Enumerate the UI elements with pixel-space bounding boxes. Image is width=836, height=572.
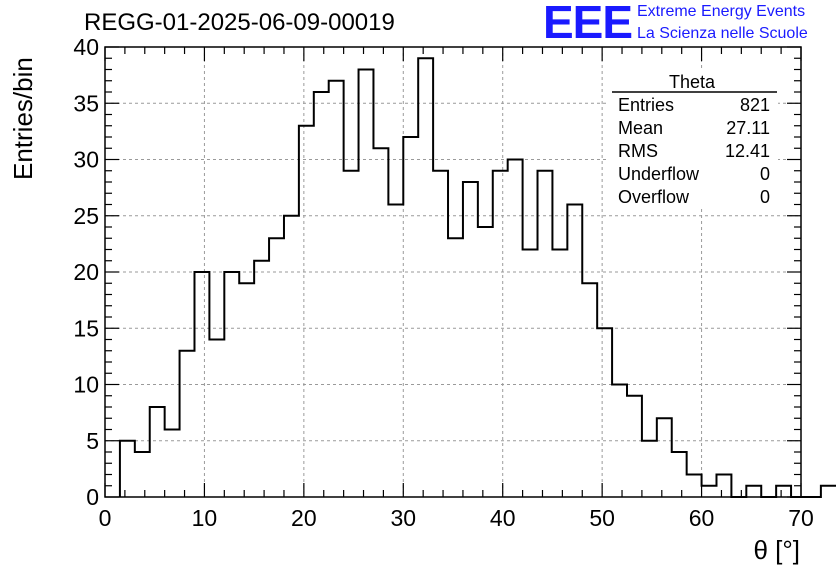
histogram-bin	[612, 385, 627, 498]
stats-value: 27.11	[726, 118, 770, 138]
y-tick-label: 40	[73, 34, 99, 60]
histogram-bin	[344, 171, 359, 497]
stats-value: 0	[760, 164, 770, 184]
histogram-bin	[702, 486, 717, 497]
histogram-bin	[716, 475, 731, 498]
y-tick-label: 10	[73, 372, 99, 398]
y-tick-label: 30	[73, 147, 99, 173]
histogram-bin	[373, 148, 388, 497]
y-tick-label: 20	[73, 259, 99, 285]
x-tick-label: 10	[192, 505, 218, 531]
histogram-bin	[478, 227, 493, 497]
histogram-bin	[120, 441, 135, 497]
histogram-bin	[821, 486, 836, 497]
histogram-bin	[433, 171, 448, 497]
x-tick-label: 50	[589, 505, 615, 531]
histogram-bin	[254, 261, 269, 497]
stats-value: 0	[760, 187, 770, 207]
histogram-bin	[523, 250, 538, 498]
stats-value: 821	[740, 95, 770, 115]
histogram-bin	[194, 272, 209, 497]
stats-label: Overflow	[618, 187, 690, 207]
histogram-bin	[269, 238, 284, 497]
histogram-bin	[388, 205, 403, 498]
histogram-bin	[687, 475, 702, 498]
histogram-bin	[135, 452, 150, 497]
histogram-bin	[209, 340, 224, 498]
histogram-bin	[672, 452, 687, 497]
histogram-bin	[776, 486, 791, 497]
y-tick-label: 25	[73, 203, 99, 229]
histogram-bin	[448, 238, 463, 497]
histogram-bin	[746, 486, 761, 497]
histogram-bin	[567, 205, 582, 498]
y-tick-label: 15	[73, 315, 99, 341]
histogram-bin	[657, 418, 672, 497]
histogram-steps	[118, 57, 836, 498]
histogram-bin	[552, 250, 567, 498]
histogram-bin	[403, 137, 418, 497]
x-tick-label: 40	[490, 505, 516, 531]
stats-label: RMS	[618, 141, 658, 161]
histogram-bin	[180, 351, 195, 497]
y-tick-label: 5	[86, 428, 99, 454]
histogram-bin	[627, 396, 642, 497]
histogram-bin	[359, 70, 374, 498]
eee-logo-mark: EEE	[543, 0, 633, 48]
x-tick-label: 70	[788, 505, 814, 531]
y-tick-label: 35	[73, 90, 99, 116]
histogram-bin	[224, 272, 239, 497]
histogram-bin	[493, 171, 508, 497]
histogram-bin	[314, 92, 329, 497]
histogram-bin	[582, 283, 597, 497]
histogram-bin	[165, 430, 180, 498]
eee-logo: EEE Extreme Energy Events La Scienza nel…	[543, 0, 836, 48]
x-tick-label: 60	[689, 505, 715, 531]
stats-label: Mean	[618, 118, 663, 138]
page-title: REGG-01-2025-06-09-00019	[84, 9, 395, 36]
stats-label: Underflow	[618, 164, 700, 184]
y-tick-label: 0	[86, 484, 99, 510]
histogram-bin	[463, 182, 478, 497]
histogram-bin	[508, 160, 523, 498]
histogram-bin	[642, 441, 657, 497]
x-tick-label: 0	[99, 505, 112, 531]
histogram-bin	[418, 58, 433, 497]
histogram-bin	[597, 328, 612, 497]
histogram-bin	[150, 407, 165, 497]
x-tick-label: 20	[291, 505, 317, 531]
stats-value: 12.41	[725, 141, 770, 161]
histogram-bin	[284, 216, 299, 497]
stats-title: Theta	[669, 72, 716, 92]
stats-box	[608, 70, 778, 208]
logo-line-1: Extreme Energy Events	[637, 3, 806, 20]
x-tick-label: 30	[390, 505, 416, 531]
histogram-bin	[329, 81, 344, 497]
histogram-bin	[299, 126, 314, 497]
histogram-bin	[239, 283, 254, 497]
histogram-bin	[538, 171, 553, 497]
x-axis-label: θ [°]	[753, 535, 800, 565]
stats-label: Entries	[618, 95, 674, 115]
logo-line-2: La Scienza nelle Scuole	[637, 25, 808, 42]
